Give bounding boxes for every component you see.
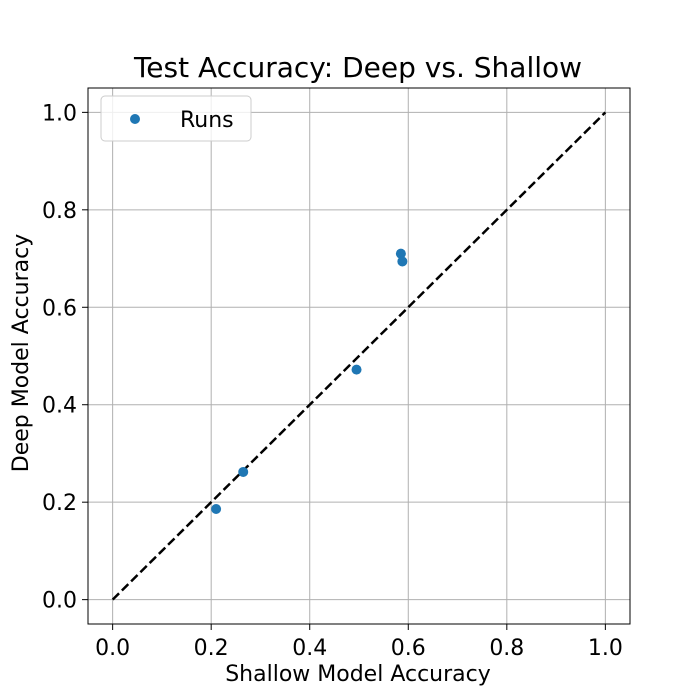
diagonal-reference-line xyxy=(111,111,607,601)
y-tick-label: 0.4 xyxy=(42,394,77,419)
x-tick-label: 0.4 xyxy=(292,636,327,661)
x-axis-label: Shallow Model Accuracy xyxy=(225,662,491,687)
data-point xyxy=(238,466,249,477)
scatter-points xyxy=(211,248,408,515)
data-point xyxy=(395,248,406,259)
data-point xyxy=(211,504,222,515)
y-tick-label: 0.2 xyxy=(42,491,77,516)
x-tick-label: 0.6 xyxy=(391,636,426,661)
y-tick-label: 0.8 xyxy=(42,199,77,224)
legend-marker xyxy=(130,114,140,124)
x-tick-label: 0.8 xyxy=(489,636,524,661)
y-tick-label: 0.0 xyxy=(42,589,77,614)
y-tick-label: 1.0 xyxy=(42,101,77,126)
x-tick-label: 0.2 xyxy=(194,636,229,661)
plot-frame xyxy=(87,87,631,625)
chart-title: Test Accuracy: Deep vs. Shallow xyxy=(133,51,582,84)
x-tick-label: 0.0 xyxy=(95,636,130,661)
x-tick-label: 1.0 xyxy=(588,636,623,661)
data-point xyxy=(397,256,408,267)
data-point xyxy=(351,364,362,375)
y-axis-label: Deep Model Accuracy xyxy=(9,234,34,472)
y-tick-label: 0.6 xyxy=(42,296,77,321)
legend-label: Runs xyxy=(180,108,234,133)
axis-ticks: 0.0 0.2 0.4 0.6 0.8 1.0 0.0 0.2 0.4 0.6 0.8 1.0 xyxy=(42,101,623,661)
legend: Runs xyxy=(100,95,252,142)
legend-box xyxy=(100,95,252,142)
